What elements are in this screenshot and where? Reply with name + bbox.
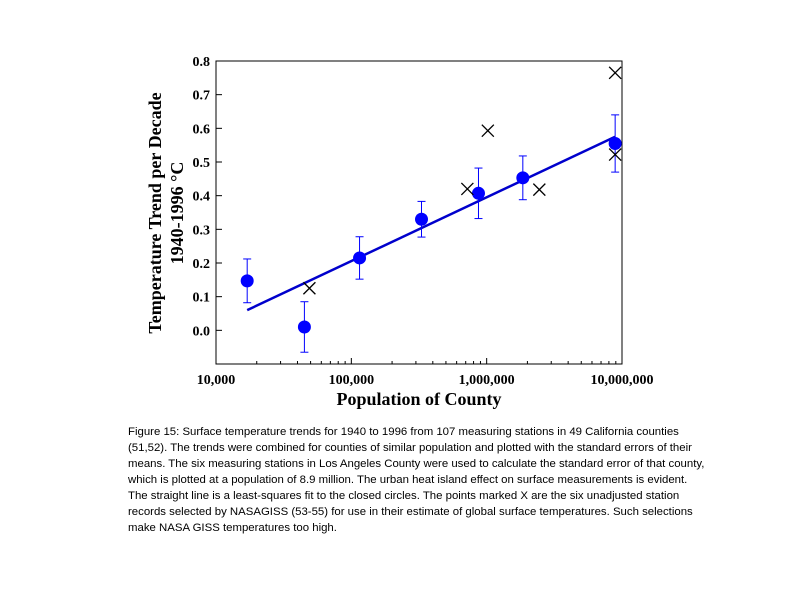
y-tick-label: 0.1 bbox=[193, 291, 211, 306]
x-tick-label: 10,000,000 bbox=[591, 373, 654, 388]
y-tick-label: 0.6 bbox=[193, 122, 211, 137]
x-axis-title: Population of County bbox=[336, 389, 501, 409]
x-markers-layer bbox=[302, 66, 622, 295]
data-point-circle bbox=[353, 251, 367, 265]
x-marker bbox=[532, 183, 546, 197]
x-marker bbox=[608, 148, 622, 162]
y-tick-label: 0.3 bbox=[193, 223, 211, 238]
y-axis-ticks: 0.0 0.1 0.2 0.3 0.4 0.5 0.6 0.7 0.8 bbox=[193, 55, 222, 339]
x-marker bbox=[481, 124, 495, 138]
y-tick-label: 0.4 bbox=[193, 190, 211, 205]
y-tick-label: 0.5 bbox=[193, 156, 211, 171]
x-marker-stroke bbox=[608, 148, 622, 162]
x-marker bbox=[608, 66, 622, 80]
x-marker-stroke bbox=[302, 281, 316, 295]
y-axis-title-line2: 1940-1996 °C bbox=[167, 162, 187, 265]
x-marker-stroke bbox=[460, 182, 474, 196]
x-marker-stroke bbox=[532, 183, 546, 197]
data-point-circle bbox=[415, 212, 429, 226]
x-marker bbox=[302, 281, 316, 295]
least-squares-fit-line bbox=[246, 135, 616, 312]
x-marker bbox=[460, 182, 474, 196]
x-tick-label: 10,000 bbox=[197, 373, 236, 388]
error-bars-layer bbox=[243, 114, 620, 353]
data-point-circle bbox=[608, 136, 622, 150]
x-axis-ticks: 10,000 100,000 1,000,000 10,000,000 bbox=[197, 358, 654, 388]
data-point-circle bbox=[240, 274, 254, 288]
x-marker-stroke bbox=[481, 124, 495, 138]
plot-frame bbox=[215, 60, 623, 365]
fit-line-layer bbox=[246, 135, 616, 312]
y-tick-label: 0.8 bbox=[193, 55, 211, 70]
data-point-circle bbox=[471, 186, 485, 200]
y-tick-label: 0.2 bbox=[193, 257, 211, 272]
x-tick-label: 100,000 bbox=[329, 373, 375, 388]
y-tick-label: 0.7 bbox=[193, 89, 211, 104]
data-point-circle bbox=[516, 171, 530, 185]
y-axis-title-line1: Temperature Trend per Decade bbox=[145, 92, 165, 333]
figure-caption: Figure 15: Surface temperature trends fo… bbox=[128, 426, 705, 534]
y-tick-label: 0.0 bbox=[193, 324, 211, 339]
x-marker-stroke bbox=[608, 66, 622, 80]
data-point-circle bbox=[297, 320, 311, 334]
x-tick-label: 1,000,000 bbox=[459, 373, 515, 388]
data-points-layer bbox=[240, 136, 622, 334]
